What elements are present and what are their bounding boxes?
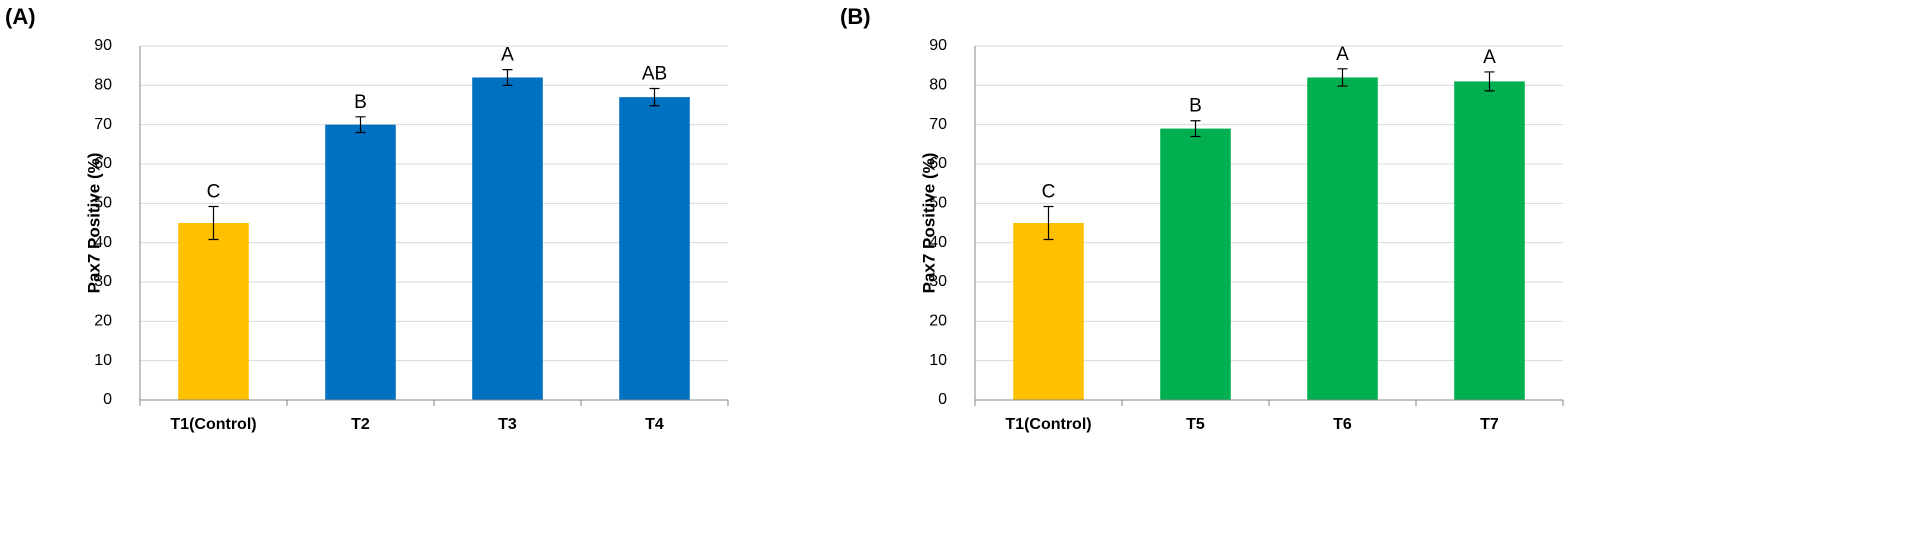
x-tick-label: T4 (645, 416, 664, 433)
y-tick-label: 50 (94, 195, 112, 212)
y-tick-label: 20 (94, 313, 112, 330)
x-tick-label: T1(Control) (1005, 416, 1091, 433)
bar-annotation: B (1189, 96, 1202, 117)
panel-label: (A) (5, 4, 36, 29)
bar (325, 124, 396, 401)
bar-annotation: A (501, 45, 514, 66)
bar (1454, 81, 1525, 401)
x-tick-label: T1(Control) (170, 416, 256, 433)
bar (472, 77, 543, 400)
y-tick-label: 0 (103, 391, 112, 408)
y-tick-label: 30 (94, 273, 112, 290)
error-bar (1043, 205, 1054, 241)
y-tick-label: 60 (94, 155, 112, 172)
panel-label: (B) (840, 4, 871, 29)
error-bar (1484, 71, 1495, 92)
y-tick-label: 50 (929, 195, 947, 212)
y-tick-label: 20 (929, 313, 947, 330)
bar-annotation: A (1483, 47, 1496, 68)
y-tick-label: 70 (929, 116, 947, 133)
y-tick-label: 40 (929, 234, 947, 251)
error-bar (502, 69, 513, 86)
y-tick-label: 0 (938, 391, 947, 408)
bar-annotation: AB (642, 63, 667, 84)
y-tick-label: 30 (929, 273, 947, 290)
bar-annotation: B (354, 92, 367, 113)
y-tick-label: 70 (94, 116, 112, 133)
bar-annotation: C (1042, 181, 1056, 202)
bar (1307, 77, 1378, 400)
y-tick-label: 80 (929, 77, 947, 94)
y-tick-label: 90 (929, 37, 947, 54)
y-tick-label: 80 (94, 77, 112, 94)
error-bar (1190, 120, 1201, 138)
y-tick-label: 10 (94, 352, 112, 369)
bar-annotation: C (207, 181, 221, 202)
x-tick-label: T2 (351, 416, 370, 433)
y-tick-label: 10 (929, 352, 947, 369)
x-tick-label: T3 (498, 416, 517, 433)
error-bar (208, 205, 219, 241)
error-bar (355, 116, 366, 134)
x-tick-label: T5 (1186, 416, 1205, 433)
error-bar (649, 87, 660, 107)
bar (1160, 128, 1231, 400)
x-tick-label: T7 (1480, 416, 1499, 433)
y-tick-label: 60 (929, 155, 947, 172)
bar-annotation: A (1336, 44, 1349, 65)
y-axis-label: Pax7 Positive (%) (919, 153, 938, 294)
y-axis-label: Pax7 Positive (%) (84, 153, 103, 294)
y-tick-label: 40 (94, 234, 112, 251)
bar (619, 97, 690, 400)
y-tick-label: 90 (94, 37, 112, 54)
x-tick-label: T6 (1333, 416, 1352, 433)
bar (178, 223, 249, 400)
error-bar (1337, 68, 1348, 87)
bar (1013, 223, 1084, 400)
